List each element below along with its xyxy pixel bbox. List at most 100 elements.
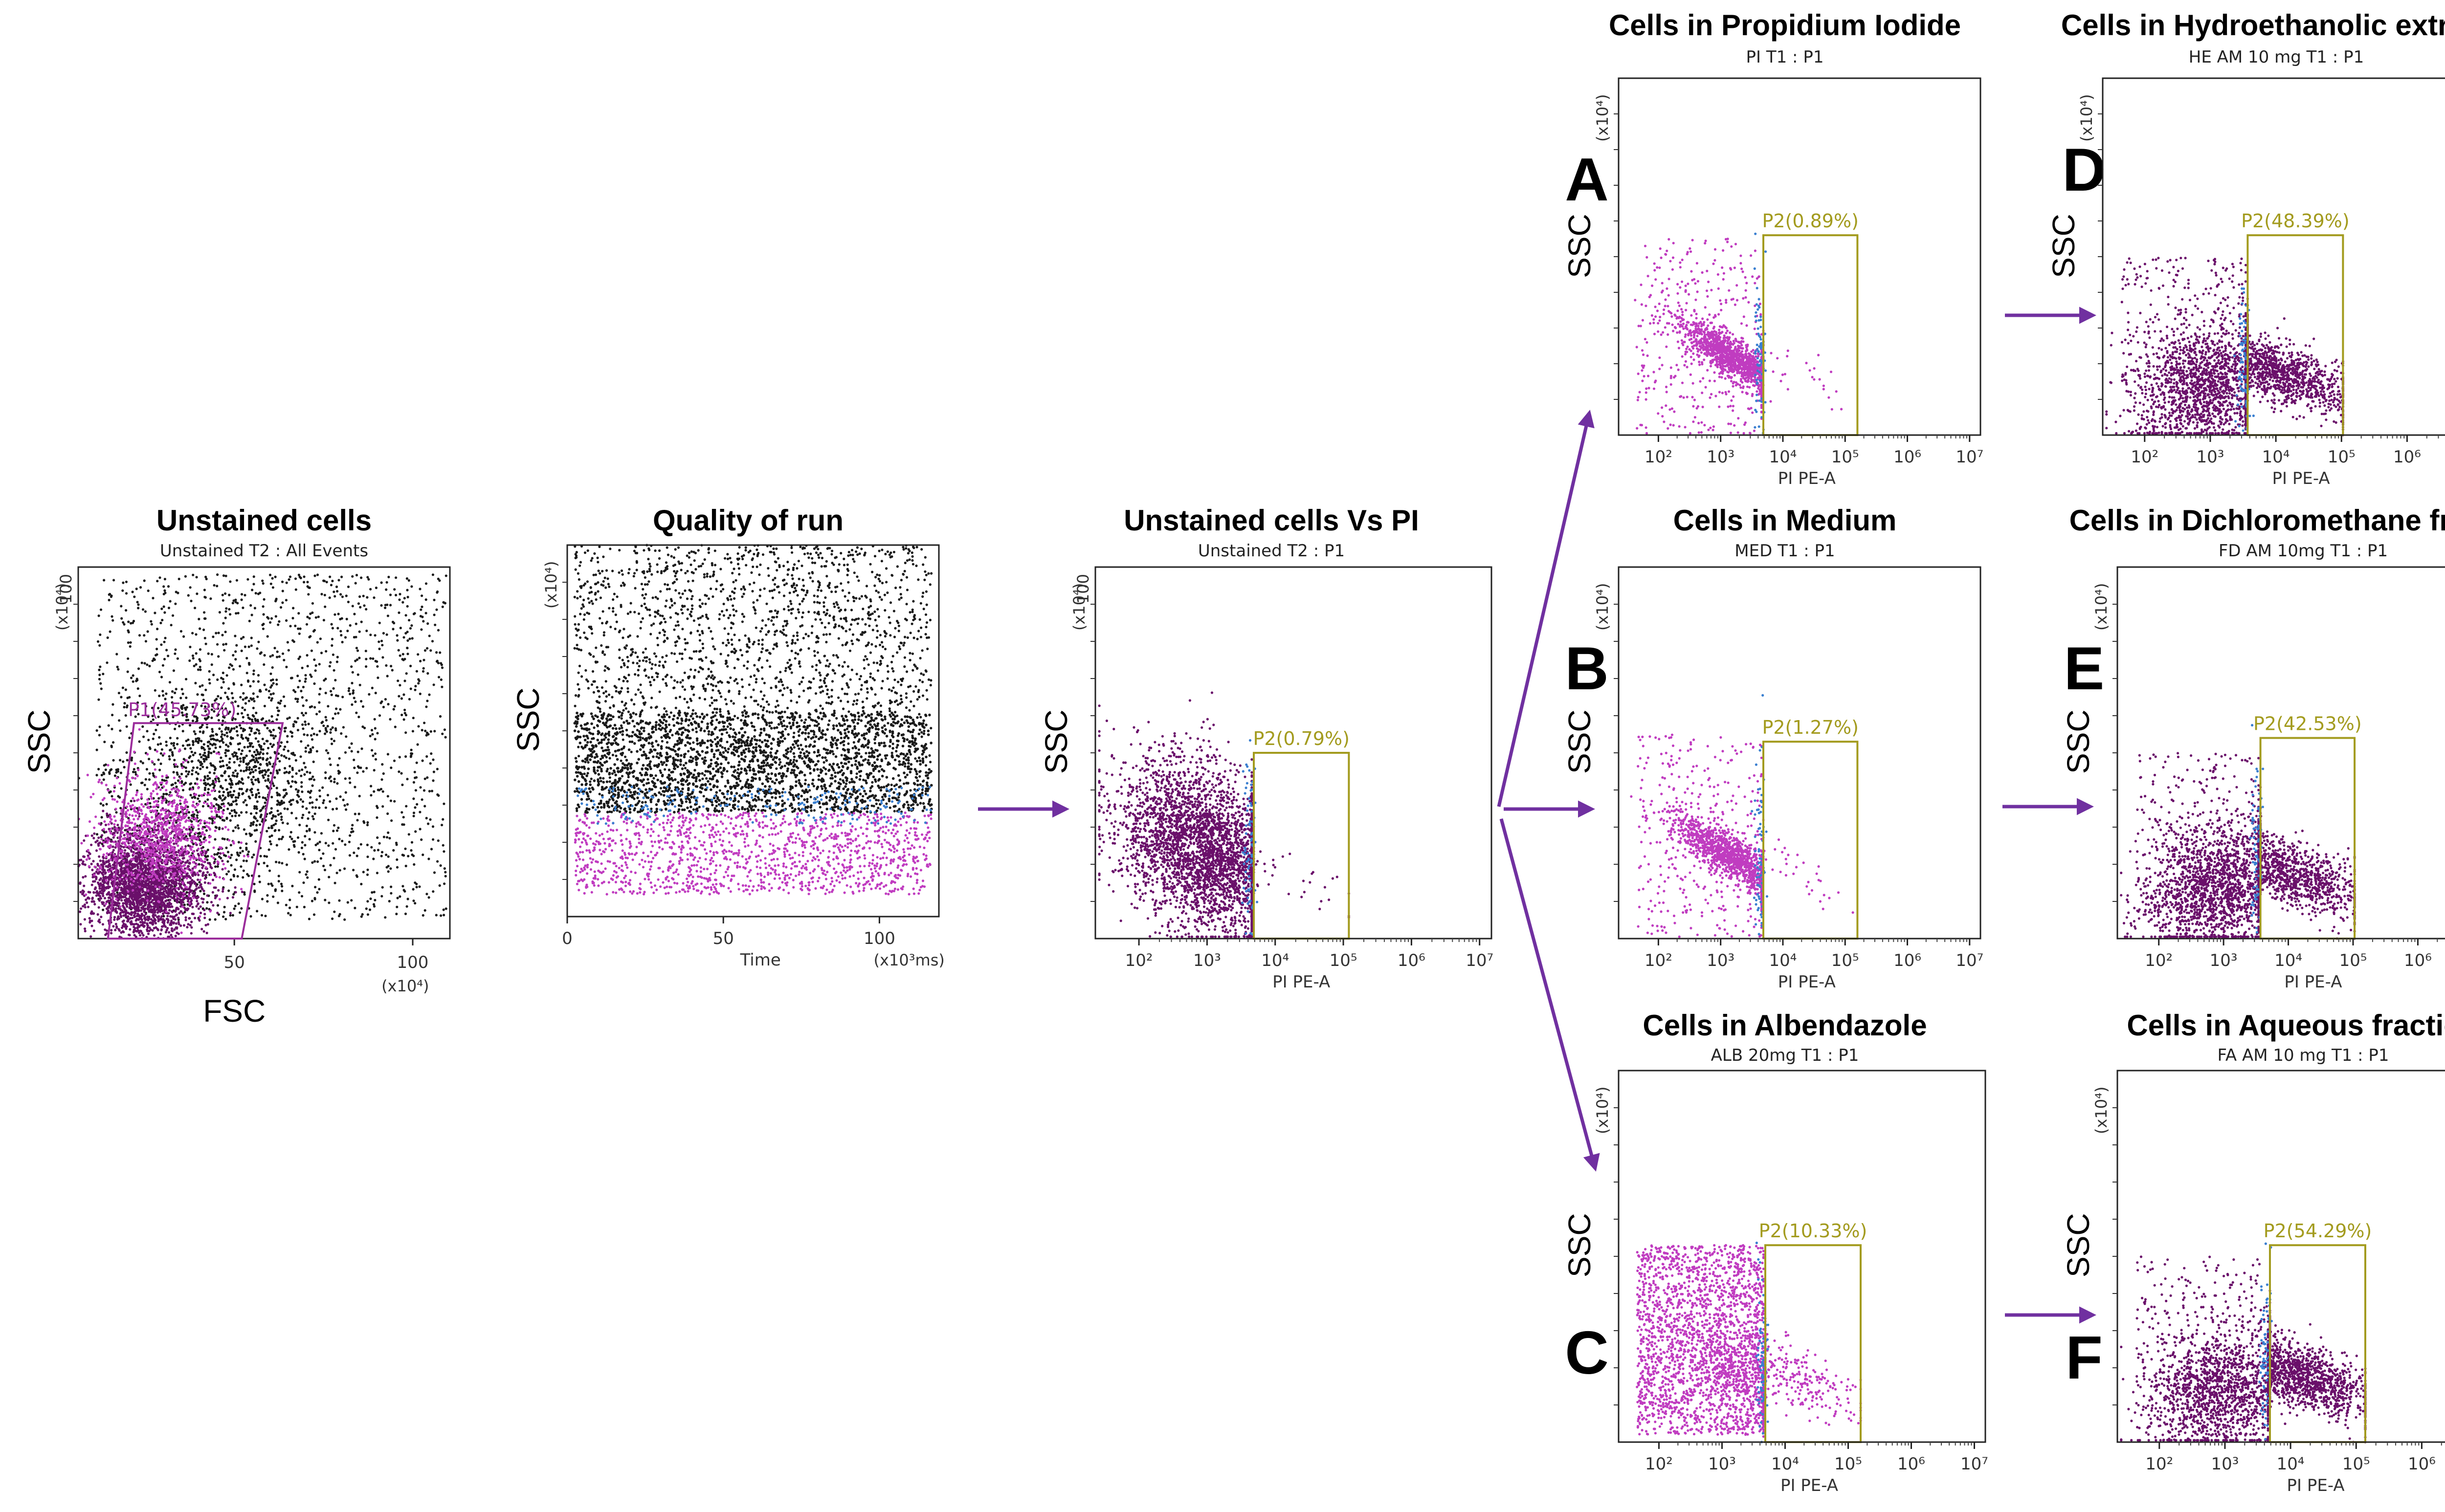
y-multiplier-unstained: (x10⁴) — [53, 583, 71, 631]
x-label-unstained: FSC — [203, 993, 266, 1029]
panel-letter-E: E — [2064, 635, 2105, 702]
B-xtick-label-5: 10⁷ — [1956, 951, 1983, 970]
events-boundary-F — [2258, 1242, 2273, 1441]
panel-subtitle-F: FA AM 10 mg T1 : P1 — [2217, 1046, 2389, 1065]
panel-E: Cells in Dichloromethane fraction FD AM 1… — [2061, 504, 2445, 992]
A-xtick-label-4: 10⁶ — [1893, 447, 1921, 467]
panel-unstained_pi: Unstained cells Vs PI Unstained T2 : P1 (x… — [1039, 504, 1493, 992]
panel-letter-F: F — [2066, 1324, 2103, 1392]
events-gated-unstained-points — [77, 790, 244, 940]
F-xtick-label-1: 10³ — [2211, 1454, 2239, 1474]
panel-title-F: Cells in Aqueous fraction — [2127, 1009, 2445, 1042]
x-label-A: PI PE-A — [1778, 469, 1836, 488]
panel-title-B: Cells in Medium — [1673, 504, 1897, 537]
E-xtick-label-4: 10⁶ — [2404, 951, 2432, 970]
gate-p2-C — [1764, 1244, 1862, 1443]
events-inside-gate-A-points — [1762, 329, 1843, 411]
quality-xtick-label-0: 0 — [562, 929, 573, 948]
x-multiplier-unstained: (x10⁴) — [381, 977, 429, 995]
unstained_pi-xtick-label-3: 10⁵ — [1330, 951, 1357, 970]
arrow-unstained-pi-to-c — [1499, 818, 1600, 1172]
events-band-quality — [573, 711, 933, 814]
events-inside-gate-unstained_pi — [1252, 840, 1350, 919]
events-inside-gate-D-points — [2246, 297, 2344, 437]
events-outside-unstained_pi-points — [1098, 691, 1253, 938]
events-inside-gate-unstained_pi-points — [1252, 840, 1350, 919]
E-xtick-label-0: 10² — [2145, 951, 2173, 970]
panel-title-D: Cells in Hydroethanolic extract — [2061, 9, 2445, 42]
events-outside-D — [2105, 257, 2247, 435]
events-inside-gate-E-points — [2259, 786, 2356, 940]
y-label-unstained_pi: SSC — [1039, 709, 1074, 774]
quality-xtick-label-1: 50 — [713, 929, 734, 948]
events-outside-F — [2120, 1255, 2269, 1442]
panel-letter-A: A — [1565, 146, 1609, 214]
events-outside-D-points — [2105, 257, 2247, 435]
y-multiplier-E: (x10⁴) — [2092, 583, 2111, 631]
C-xtick-label-1: 10³ — [1708, 1454, 1736, 1474]
panel-title-quality: Quality of run — [653, 504, 844, 537]
y-multiplier-A: (x10⁴) — [1593, 94, 1612, 142]
events-boundary-C — [1755, 1241, 1770, 1444]
events-inside-gate-E — [2259, 786, 2356, 940]
panel-A: Cells in Propidium Iodide PI T1 : P1 A (x10… — [1562, 9, 1983, 488]
events-inside-gate-F-points — [2268, 1289, 2367, 1444]
gate-label-D: P2(48.39%) — [2241, 210, 2350, 232]
events-boundary-A — [1753, 232, 1767, 435]
B-xtick-label-2: 10⁴ — [1769, 951, 1797, 970]
panel-subtitle-D: HE AM 10 mg T1 : P1 — [2189, 47, 2364, 67]
events-boundary-unstained_pi — [1241, 739, 1259, 936]
C-xtick-label-3: 10⁵ — [1834, 1454, 1862, 1474]
panel-subtitle-unstained: Unstained T2 : All Events — [160, 541, 368, 561]
B-xtick-label-1: 10³ — [1707, 951, 1734, 970]
events-boundary-F-points — [2258, 1242, 2273, 1441]
panel-subtitle-unstained_pi: Unstained T2 : P1 — [1198, 541, 1345, 561]
D-xtick-label-3: 10⁵ — [2328, 447, 2356, 467]
D-xtick-label-2: 10⁴ — [2262, 447, 2290, 467]
F-xtick-label-2: 10⁴ — [2277, 1454, 2305, 1474]
panel-B: Cells in Medium MED T1 : P1 B (x10⁴) SSC P2(1… — [1562, 504, 1983, 992]
events-outside-B-points — [1630, 733, 1763, 938]
gate-label-F: P2(54.29%) — [2264, 1220, 2372, 1242]
events-band-quality-points — [573, 711, 933, 814]
gate-label-unstained_pi: P2(0.79%) — [1253, 728, 1349, 749]
E-xtick-label-3: 10⁵ — [2339, 951, 2367, 970]
events-boundary-B-points — [1751, 694, 1769, 936]
panel-D: Cells in Hydroethanolic extract HE AM 10 … — [2046, 9, 2445, 488]
events-inside-gate-B-points — [1762, 818, 1854, 914]
y-multiplier-quality: (x10⁴) — [542, 561, 560, 609]
arrows — [978, 307, 2096, 1324]
x-label-B: PI PE-A — [1778, 972, 1836, 992]
panel-title-A: Cells in Propidium Iodide — [1609, 9, 1961, 42]
D-xtick-label-1: 10³ — [2197, 447, 2224, 467]
y-multiplier-B: (x10⁴) — [1593, 583, 1612, 631]
events-outside-E — [2120, 752, 2260, 938]
y-label-quality: SSC — [511, 687, 546, 752]
A-xtick-label-1: 10³ — [1707, 447, 1734, 467]
D-xtick-label-4: 10⁶ — [2393, 447, 2421, 467]
panel-subtitle-A: PI T1 : P1 — [1746, 47, 1824, 67]
panels: Unstained cells Unstained T2 : All Events… — [22, 9, 2445, 1495]
events-magenta-quality-points — [574, 811, 933, 896]
unstained_pi-xtick-label-0: 10² — [1125, 951, 1153, 970]
events-gated-light-unstained-points — [77, 728, 250, 934]
x-multiplier-quality: (x10³ms) — [874, 951, 945, 969]
y-label-B: SSC — [1562, 709, 1597, 774]
panel-F: Cells in Aqueous fraction FA AM 10 mg T1 … — [2061, 1009, 2445, 1495]
gate-p2-F — [2269, 1244, 2366, 1443]
y-multiplier-F: (x10⁴) — [2092, 1087, 2111, 1134]
panel-letter-C: C — [1565, 1319, 1609, 1387]
gate-p2-unstained_pi — [1253, 752, 1350, 940]
events-outside-C — [1636, 1244, 1765, 1438]
A-xtick-label-0: 10² — [1645, 447, 1672, 467]
events-black-cluster-unstained-points — [77, 612, 383, 893]
gate-p1-unstained — [107, 722, 284, 940]
events-outside-A — [1634, 238, 1763, 435]
events-inside-gate-C — [1764, 1317, 1862, 1426]
E-xtick-label-2: 10⁴ — [2274, 951, 2302, 970]
C-xtick-label-0: 10² — [1645, 1454, 1673, 1474]
x-label-unstained_pi: PI PE-A — [1272, 972, 1330, 992]
B-xtick-label-0: 10² — [1645, 951, 1672, 970]
unstained-xtick-label-0: 50 — [224, 953, 245, 972]
